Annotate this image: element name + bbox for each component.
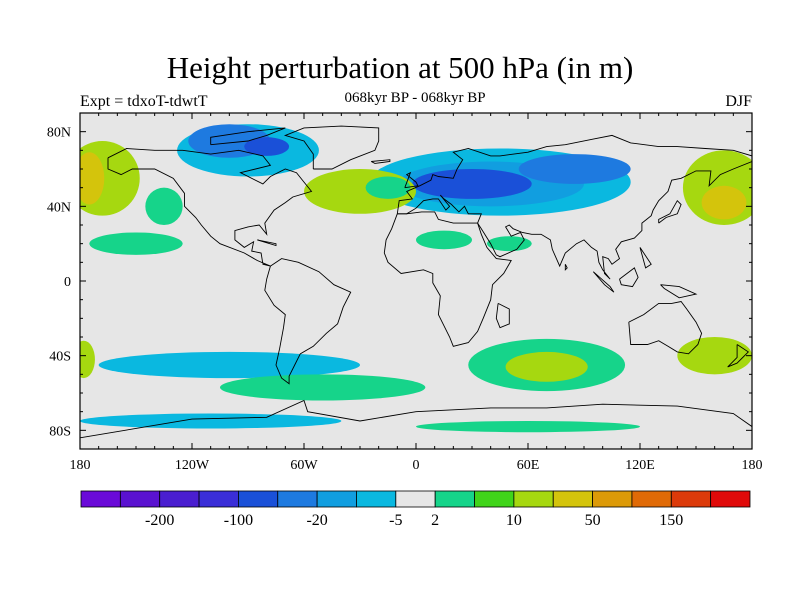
x-tick-label: 0	[413, 458, 420, 473]
contour-fill-layer	[80, 124, 752, 433]
colorbar: -200 -100 -20 -5 2 10 50 150	[80, 490, 751, 529]
contour-region	[701, 185, 747, 220]
coastline	[628, 301, 703, 355]
coastline	[283, 125, 380, 170]
colorbar-label: -5	[389, 512, 402, 529]
contour-region	[365, 176, 411, 199]
contour-region	[80, 152, 105, 205]
colorbar-label: 50	[585, 512, 601, 529]
colorbar-swatch	[80, 490, 121, 508]
colorbar-swatch	[198, 490, 239, 508]
y-tick-label: 40S	[49, 350, 71, 365]
x-axis: 180 120W 60W 0 60E 120E 180	[70, 113, 763, 473]
coastline	[396, 134, 752, 280]
y-tick-label: 0	[64, 275, 71, 290]
contour-region	[518, 154, 631, 184]
coastline	[658, 199, 682, 224]
coastline	[727, 344, 750, 368]
colorbar-label: -20	[306, 512, 327, 529]
y-tick-label: 40N	[47, 200, 71, 215]
contour-region	[80, 413, 342, 429]
coastline	[107, 148, 313, 267]
coastline	[660, 284, 698, 299]
contour-region	[412, 169, 532, 199]
contour-region	[89, 232, 183, 255]
colorbar-label: -200	[145, 512, 174, 529]
coastline	[80, 399, 752, 439]
colorbar-swatch	[513, 490, 554, 508]
colorbar-swatch	[316, 490, 357, 508]
coastline	[639, 247, 652, 269]
x-tick-label: 180	[70, 458, 91, 473]
contour-region	[244, 137, 290, 156]
coastline	[383, 211, 512, 347]
colorbar-swatch	[119, 490, 161, 508]
colorbar-label: 10	[506, 512, 522, 529]
contour-region	[80, 340, 95, 379]
coastline	[257, 239, 277, 247]
colorbar-swatch	[159, 490, 200, 508]
colorbar-swatch	[474, 490, 515, 508]
colorbar-swatch	[552, 490, 593, 508]
x-tick-label: 60E	[517, 458, 540, 473]
coastline	[592, 271, 615, 293]
coastline	[210, 127, 286, 146]
coastline	[404, 171, 419, 189]
chart-subtitle: 068kyr BP - 068kyr BP	[344, 90, 486, 106]
colorbar-label: 150	[659, 512, 683, 529]
contour-region	[677, 337, 752, 375]
colorbar-swatch	[670, 490, 712, 508]
x-tick-label: 120E	[625, 458, 655, 473]
contour-region	[220, 374, 426, 401]
contour-region	[416, 421, 640, 433]
chart-title: Height perturbation at 500 hPa (in m)	[166, 50, 634, 85]
colorbar-swatch	[631, 490, 672, 508]
x-tick-label: 60W	[290, 458, 318, 473]
coastline	[564, 263, 568, 271]
colorbar-label: -100	[224, 512, 253, 529]
colorbar-swatch	[238, 490, 279, 508]
coastline	[264, 258, 352, 385]
experiment-label: Expt = tdxoT-tdwtT	[80, 93, 208, 110]
contour-region	[98, 351, 360, 379]
y-tick-label: 80N	[47, 126, 71, 141]
colorbar-swatch	[592, 490, 633, 508]
coastline	[495, 302, 510, 329]
contour-region	[416, 230, 472, 250]
coastline	[370, 159, 391, 164]
x-tick-label: 120W	[175, 458, 210, 473]
colorbar-label: 2	[431, 512, 439, 529]
coastline-layer	[80, 125, 752, 439]
colorbar-swatch	[395, 490, 436, 508]
contour-region	[505, 351, 588, 382]
colorbar-swatch	[356, 490, 397, 508]
colorbar-swatch	[277, 490, 318, 508]
y-tick-label: 80S	[49, 424, 71, 439]
x-tick-label: 180	[742, 458, 763, 473]
coastline	[619, 267, 639, 288]
season-label: DJF	[725, 93, 752, 110]
y-axis: 80N 40N 0 40S 80S	[47, 126, 752, 439]
contour-region	[145, 187, 183, 225]
colorbar-swatch	[434, 490, 475, 508]
colorbar-swatch	[710, 490, 751, 508]
contour-region	[486, 236, 532, 252]
